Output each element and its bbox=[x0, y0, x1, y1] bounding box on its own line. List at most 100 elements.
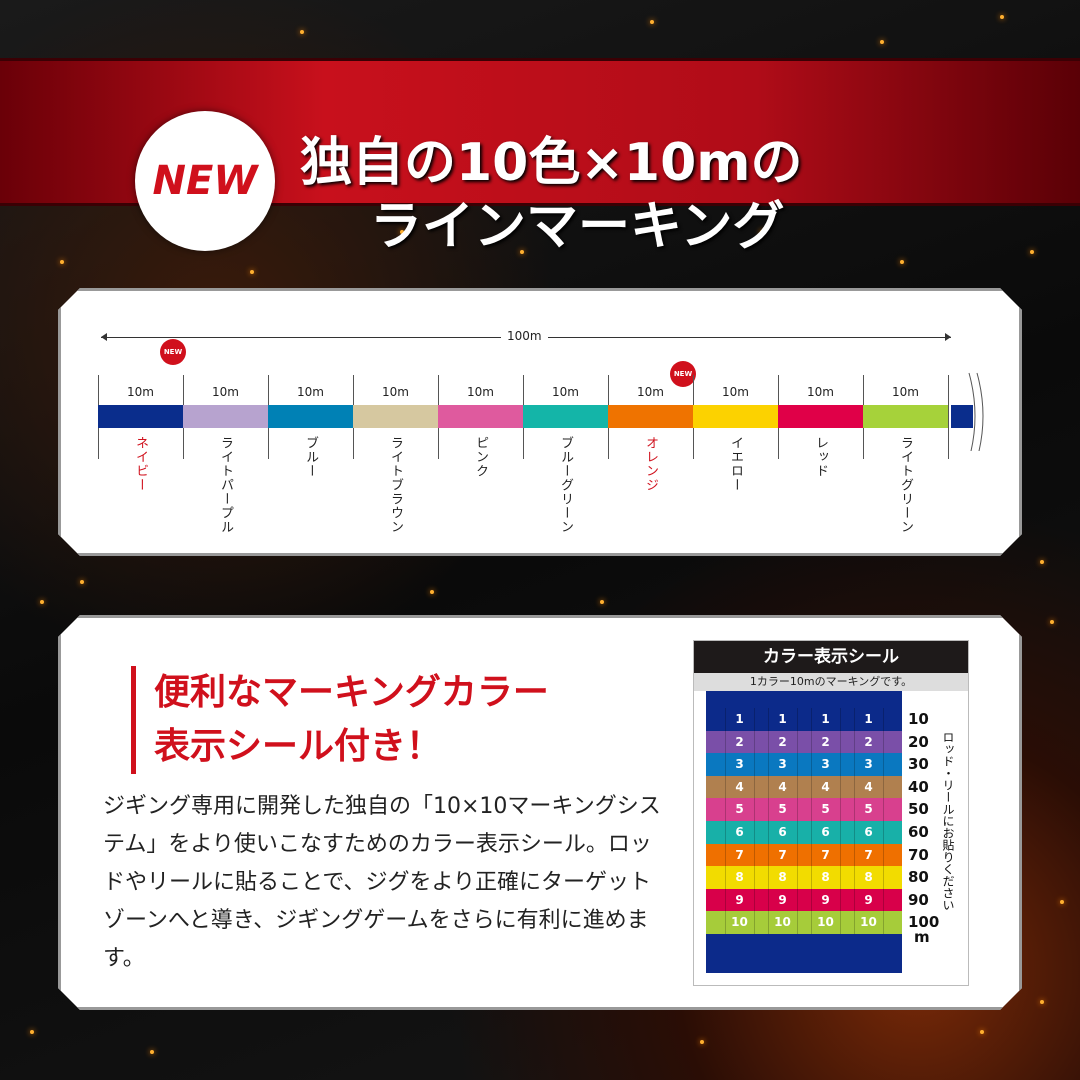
line-marking-diagram: 100m 10m ネイビー NEW 10m ライトパープル 10m ブルー 10m ライトブラウ… bbox=[58, 288, 1022, 556]
sticker-meter: 100 bbox=[908, 913, 940, 932]
segment-length: 10m bbox=[212, 385, 239, 399]
sticker-number: 2 bbox=[811, 731, 841, 754]
sticker-number: 1 bbox=[811, 708, 841, 731]
sticker-subtitle: 1カラー10mのマーキングです。 bbox=[694, 673, 968, 691]
sticker-number: 6 bbox=[768, 821, 798, 844]
segment-length: 10m bbox=[467, 385, 494, 399]
segment-color-name: ネイビー bbox=[133, 436, 148, 492]
sticker-meter: 20 bbox=[908, 732, 929, 751]
segment-length: 10m bbox=[552, 385, 579, 399]
sticker-number: 6 bbox=[725, 821, 755, 844]
sticker-number: 7 bbox=[854, 844, 884, 867]
segment-color-name: ライトパープル bbox=[218, 436, 233, 534]
sticker-meter: 40 bbox=[908, 777, 929, 796]
sticker-number: 7 bbox=[768, 844, 798, 867]
sticker-number: 6 bbox=[854, 821, 884, 844]
sticker-number: 2 bbox=[768, 731, 798, 754]
sticker-number: 9 bbox=[854, 889, 884, 912]
sticker-number: 4 bbox=[725, 776, 755, 799]
segment-divider bbox=[948, 375, 949, 459]
sticker-number: 10 bbox=[854, 911, 884, 934]
sticker-title: カラー表示シール bbox=[694, 641, 968, 673]
sticker-number: 4 bbox=[768, 776, 798, 799]
sticker-number: 5 bbox=[725, 798, 755, 821]
color-segment bbox=[693, 405, 778, 428]
page-title: 独自の10色×10mの ラインマーキング bbox=[300, 133, 803, 257]
segment-length: 10m bbox=[637, 385, 664, 399]
sticker-number: 3 bbox=[854, 753, 884, 776]
sticker-unit: m bbox=[914, 928, 930, 946]
sticker-number: 8 bbox=[725, 866, 755, 889]
sticker-meter: 80 bbox=[908, 868, 929, 887]
sticker-meter: 90 bbox=[908, 890, 929, 909]
segment-length: 10m bbox=[807, 385, 834, 399]
sticker-number: 3 bbox=[768, 753, 798, 776]
sticker-number: 9 bbox=[725, 889, 755, 912]
sticker-number: 2 bbox=[725, 731, 755, 754]
sticker-meter: 70 bbox=[908, 845, 929, 864]
sticker-number: 5 bbox=[811, 798, 841, 821]
segment-color-name: ライトブラウン bbox=[388, 436, 403, 534]
segment-length: 10m bbox=[722, 385, 749, 399]
color-segment bbox=[353, 405, 438, 428]
sticker-number: 7 bbox=[725, 844, 755, 867]
color-segment bbox=[268, 405, 353, 428]
color-segment bbox=[523, 405, 608, 428]
sticker-number: 3 bbox=[725, 753, 755, 776]
sticker-number: 10 bbox=[811, 911, 841, 934]
segment-color-name: ピンク bbox=[473, 436, 488, 478]
sticker-row: 10 10 10 10 bbox=[706, 911, 902, 934]
sticker-number: 5 bbox=[768, 798, 798, 821]
sticker-meter: 50 bbox=[908, 800, 929, 819]
color-segment bbox=[183, 405, 268, 428]
segment-color-name: レッド bbox=[813, 436, 828, 478]
sticker-number: 10 bbox=[725, 911, 755, 934]
segment-color-name: ブルーグリーン bbox=[558, 436, 573, 534]
sticker-number: 8 bbox=[811, 866, 841, 889]
sticker-feature-panel: 便利なマーキングカラー 表示シール付き！ ジギング専用に開発した独自の「10×1… bbox=[58, 615, 1022, 1010]
color-segment bbox=[778, 405, 863, 428]
sticker-number: 9 bbox=[768, 889, 798, 912]
sticker-number: 1 bbox=[725, 708, 755, 731]
sticker-meter: 30 bbox=[908, 755, 929, 774]
new-bubble: NEW bbox=[670, 361, 696, 387]
sticker-meter: 10 bbox=[908, 710, 929, 728]
sticker-number: 8 bbox=[854, 866, 884, 889]
new-bubble: NEW bbox=[160, 339, 186, 365]
sticker-number: 6 bbox=[811, 821, 841, 844]
segment-length: 10m bbox=[382, 385, 409, 399]
sticker-number: 7 bbox=[811, 844, 841, 867]
sticker-number: 4 bbox=[811, 776, 841, 799]
color-segment bbox=[863, 405, 948, 428]
line-break-icon bbox=[951, 371, 991, 451]
total-length-label: 100m bbox=[501, 329, 548, 343]
color-segment bbox=[438, 405, 523, 428]
sticker-number: 5 bbox=[854, 798, 884, 821]
segment-color-name: ライトグリーン bbox=[898, 436, 913, 534]
segment-color-name: イエロー bbox=[728, 436, 743, 492]
feature-heading: 便利なマーキングカラー 表示シール付き！ bbox=[131, 666, 549, 774]
segment-length: 10m bbox=[127, 385, 154, 399]
sticker-meter: 60 bbox=[908, 823, 929, 841]
sticker-color-grid: 1 1 1 1 2 2 2 2 3 3 3 3 4 4 4 4 5 5 5 5 6 6 6 6 7 7 7 7 8 8 8 8 9 9 9 9 10 10… bbox=[706, 691, 902, 973]
segment-color-name: オレンジ bbox=[643, 436, 658, 492]
segment-color-name: ブルー bbox=[303, 436, 318, 478]
title-banner: NEW 独自の10色×10mの ラインマーキング bbox=[0, 58, 1080, 257]
new-badge: NEW bbox=[135, 111, 275, 251]
sticker-note: ロッド・リールにお貼りください bbox=[941, 731, 955, 911]
sticker-number: 4 bbox=[854, 776, 884, 799]
sticker-number: 8 bbox=[768, 866, 798, 889]
sticker-number: 2 bbox=[854, 731, 884, 754]
sticker-number: 3 bbox=[811, 753, 841, 776]
color-segment bbox=[608, 405, 693, 428]
sticker-number: 9 bbox=[811, 889, 841, 912]
segment-length: 10m bbox=[297, 385, 324, 399]
